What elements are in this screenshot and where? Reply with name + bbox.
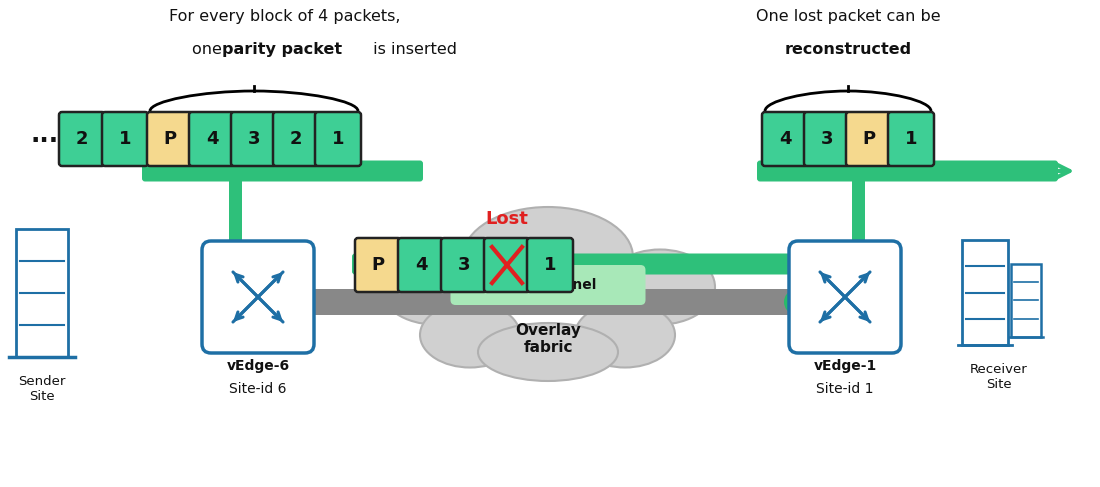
FancyBboxPatch shape — [888, 112, 934, 166]
Text: P: P — [164, 130, 177, 148]
Ellipse shape — [379, 249, 490, 324]
FancyBboxPatch shape — [762, 112, 808, 166]
Text: Lost: Lost — [485, 210, 528, 228]
FancyBboxPatch shape — [757, 161, 1058, 182]
Text: 1: 1 — [543, 256, 557, 274]
FancyBboxPatch shape — [398, 238, 444, 292]
Text: 1: 1 — [904, 130, 917, 148]
Text: 1: 1 — [332, 130, 344, 148]
Ellipse shape — [605, 249, 715, 324]
FancyBboxPatch shape — [804, 112, 850, 166]
FancyBboxPatch shape — [273, 112, 319, 166]
FancyBboxPatch shape — [202, 241, 314, 353]
Text: Receiver
Site: Receiver Site — [970, 363, 1027, 391]
Text: IPsec tunnel: IPsec tunnel — [499, 278, 596, 292]
Text: Site-id 1: Site-id 1 — [816, 382, 873, 396]
FancyBboxPatch shape — [231, 112, 277, 166]
FancyBboxPatch shape — [16, 229, 68, 357]
Text: 3: 3 — [821, 130, 834, 148]
Text: parity packet: parity packet — [222, 42, 342, 57]
Text: ...: ... — [31, 123, 59, 147]
Text: Site-id 6: Site-id 6 — [229, 382, 287, 396]
Text: reconstructed: reconstructed — [784, 42, 912, 57]
Text: P: P — [372, 256, 385, 274]
FancyBboxPatch shape — [527, 238, 573, 292]
Text: 1: 1 — [119, 130, 131, 148]
FancyBboxPatch shape — [851, 165, 865, 243]
FancyBboxPatch shape — [301, 289, 802, 315]
Text: 2: 2 — [289, 130, 302, 148]
FancyBboxPatch shape — [441, 238, 487, 292]
Ellipse shape — [463, 207, 632, 307]
FancyBboxPatch shape — [451, 265, 646, 305]
Text: 4: 4 — [206, 130, 218, 148]
Text: 4: 4 — [415, 256, 427, 274]
Text: 4: 4 — [779, 130, 791, 148]
FancyBboxPatch shape — [1011, 263, 1041, 337]
FancyBboxPatch shape — [229, 165, 242, 243]
FancyBboxPatch shape — [789, 241, 901, 353]
FancyBboxPatch shape — [846, 112, 892, 166]
Text: vEdge-1: vEdge-1 — [813, 359, 877, 373]
Text: vEdge-6: vEdge-6 — [227, 359, 289, 373]
Ellipse shape — [478, 323, 618, 381]
Text: P: P — [862, 130, 876, 148]
FancyBboxPatch shape — [142, 161, 424, 182]
FancyBboxPatch shape — [189, 112, 235, 166]
Text: 3: 3 — [458, 256, 471, 274]
Text: One lost packet can be: One lost packet can be — [756, 9, 940, 24]
Ellipse shape — [420, 302, 520, 368]
Text: For every block of 4 packets,: For every block of 4 packets, — [169, 9, 400, 24]
Text: 3: 3 — [248, 130, 261, 148]
Text: is inserted: is inserted — [368, 42, 456, 57]
Ellipse shape — [575, 302, 675, 368]
FancyBboxPatch shape — [102, 112, 148, 166]
FancyBboxPatch shape — [352, 254, 823, 275]
Text: Overlay
fabric: Overlay fabric — [515, 323, 581, 355]
Text: Sender
Site: Sender Site — [19, 375, 66, 403]
FancyBboxPatch shape — [962, 240, 1008, 345]
Text: 2: 2 — [76, 130, 88, 148]
FancyBboxPatch shape — [484, 238, 530, 292]
Text: one: one — [192, 42, 227, 57]
FancyBboxPatch shape — [147, 112, 192, 166]
Ellipse shape — [784, 291, 802, 313]
FancyBboxPatch shape — [355, 238, 402, 292]
FancyBboxPatch shape — [59, 112, 104, 166]
FancyBboxPatch shape — [315, 112, 361, 166]
